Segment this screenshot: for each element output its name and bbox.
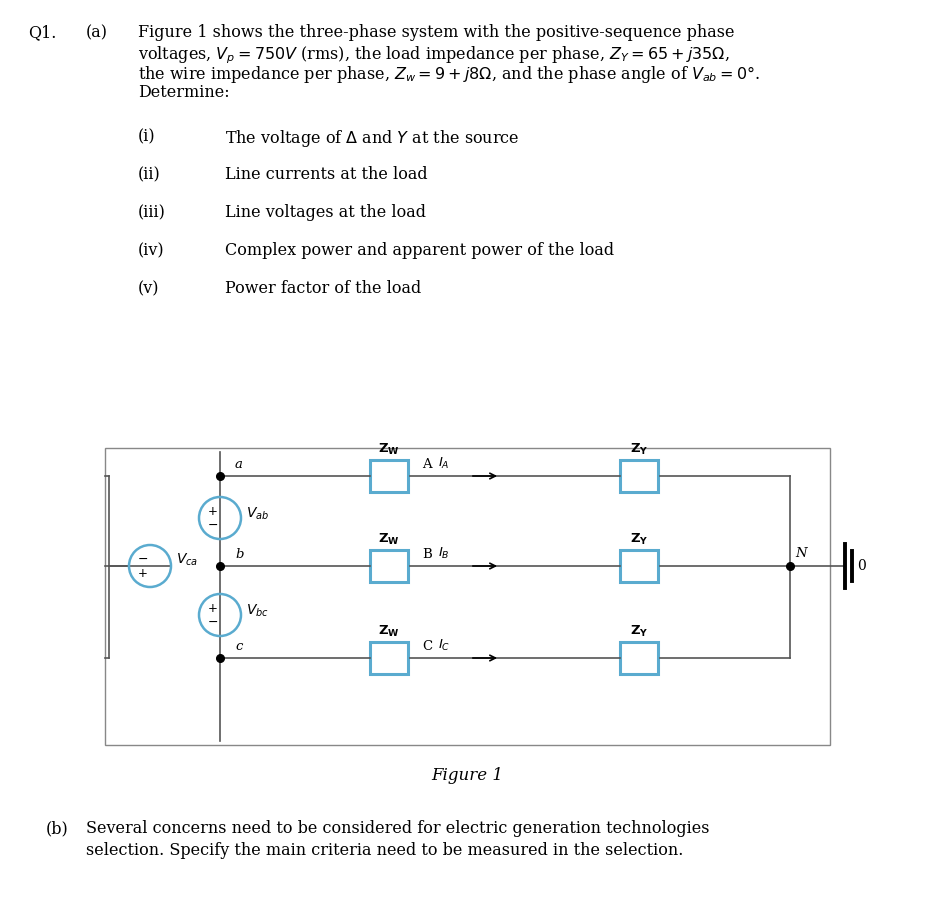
Text: selection. Specify the main criteria need to be measured in the selection.: selection. Specify the main criteria nee…: [86, 842, 684, 859]
Text: The voltage of $\Delta$ and $Y$ at the source: The voltage of $\Delta$ and $Y$ at the s…: [225, 128, 520, 149]
Text: $V_{ab}$: $V_{ab}$: [246, 506, 269, 522]
Text: −: −: [207, 615, 218, 628]
Text: Several concerns need to be considered for electric generation technologies: Several concerns need to be considered f…: [86, 820, 709, 837]
Text: (ii): (ii): [138, 166, 160, 183]
Text: Q1.: Q1.: [28, 24, 57, 41]
Text: A: A: [422, 458, 432, 471]
Bar: [620, 550, 658, 582]
Text: the wire impedance per phase, $Z_w = 9 + j8\Omega$, and the phase angle of $V_{a: the wire impedance per phase, $Z_w = 9 +…: [138, 64, 760, 85]
Text: $\mathbf{Z_W}$: $\mathbf{Z_W}$: [378, 624, 400, 639]
Text: +: +: [138, 566, 148, 580]
Text: $I_B$: $I_B$: [438, 546, 450, 561]
Text: (i): (i): [138, 128, 156, 145]
Text: C: C: [422, 640, 432, 653]
Text: Figure 1 shows the three-phase system with the positive-sequence phase: Figure 1 shows the three-phase system wi…: [138, 24, 735, 41]
Text: −: −: [138, 552, 148, 565]
Text: $V_{ca}$: $V_{ca}$: [176, 551, 198, 568]
Text: +: +: [208, 505, 218, 518]
Text: Power factor of the load: Power factor of the load: [225, 280, 422, 297]
Text: $\mathbf{Z_Y}$: $\mathbf{Z_Y}$: [630, 442, 648, 457]
Text: $I_A$: $I_A$: [438, 456, 450, 471]
Text: voltages, $V_p = 750V$ (rms), the load impedance per phase, $Z_Y = 65 + j35\Omeg: voltages, $V_p = 750V$ (rms), the load i…: [138, 44, 730, 66]
Bar: [620, 642, 658, 674]
Text: Figure 1: Figure 1: [432, 767, 504, 784]
Bar: [620, 460, 658, 492]
Text: (v): (v): [138, 280, 159, 297]
Text: B: B: [422, 548, 432, 561]
Text: (iv): (iv): [138, 242, 165, 259]
Text: $\mathbf{Z_W}$: $\mathbf{Z_W}$: [378, 532, 400, 547]
Text: c: c: [235, 640, 242, 653]
Text: $V_{bc}$: $V_{bc}$: [246, 603, 269, 619]
Text: $\mathbf{Z_Y}$: $\mathbf{Z_Y}$: [630, 624, 648, 639]
Text: $\mathbf{Z_Y}$: $\mathbf{Z_Y}$: [630, 532, 648, 547]
Bar: [370, 642, 408, 674]
Bar: [370, 550, 408, 582]
Text: b: b: [235, 548, 243, 561]
Bar: [105, 448, 830, 745]
Text: Complex power and apparent power of the load: Complex power and apparent power of the …: [225, 242, 614, 259]
Text: Line currents at the load: Line currents at the load: [225, 166, 427, 183]
Text: (iii): (iii): [138, 204, 166, 221]
Text: $\mathbf{Z_W}$: $\mathbf{Z_W}$: [378, 442, 400, 457]
Text: −: −: [207, 519, 218, 531]
Text: +: +: [208, 602, 218, 614]
Text: 0: 0: [857, 559, 866, 573]
Bar: [370, 460, 408, 492]
Text: (b): (b): [46, 820, 69, 837]
Text: a: a: [235, 458, 243, 471]
Text: N: N: [795, 547, 806, 560]
Text: (a): (a): [86, 24, 108, 41]
Text: Line voltages at the load: Line voltages at the load: [225, 204, 426, 221]
Text: Determine:: Determine:: [138, 84, 230, 101]
Text: $I_C$: $I_C$: [438, 638, 451, 653]
